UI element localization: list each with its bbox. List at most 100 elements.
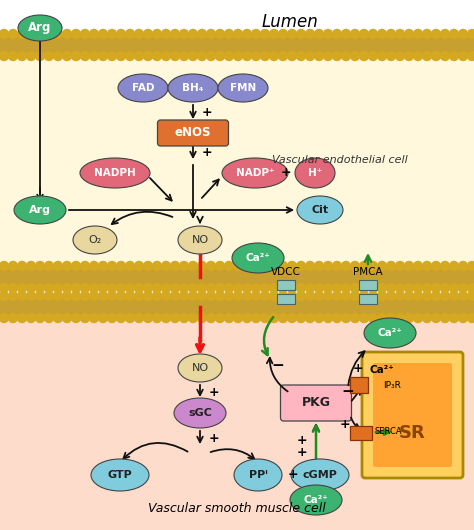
Circle shape [54,51,63,60]
Circle shape [395,30,404,39]
Circle shape [63,51,72,60]
Circle shape [162,261,171,270]
Text: eNOS: eNOS [175,127,211,139]
Circle shape [189,292,198,301]
Circle shape [36,51,45,60]
Circle shape [117,30,126,39]
Text: sGC: sGC [188,408,212,418]
Circle shape [171,261,180,270]
Circle shape [234,284,243,293]
Circle shape [431,314,440,322]
Bar [0,310,474,530]
Text: FMN: FMN [230,83,256,93]
Circle shape [306,314,315,322]
Circle shape [108,292,117,301]
Circle shape [323,292,332,301]
Circle shape [216,284,225,293]
Circle shape [368,261,377,270]
Circle shape [144,30,153,39]
Text: Vascular smooth muscle cell: Vascular smooth muscle cell [148,501,326,515]
Circle shape [90,292,99,301]
FancyBboxPatch shape [359,294,377,304]
Circle shape [90,51,99,60]
Circle shape [467,30,474,39]
Circle shape [243,284,252,293]
Circle shape [440,284,449,293]
Circle shape [81,284,90,293]
Circle shape [45,284,54,293]
Circle shape [198,30,207,39]
Circle shape [234,261,243,270]
Circle shape [108,51,117,60]
Circle shape [350,314,359,322]
Circle shape [467,261,474,270]
Circle shape [36,314,45,322]
Text: +: + [340,419,350,431]
Circle shape [315,30,323,39]
Circle shape [36,292,45,301]
Text: +: + [297,446,307,458]
Circle shape [306,261,315,270]
Ellipse shape [91,459,149,491]
Circle shape [126,261,135,270]
Circle shape [323,30,332,39]
Circle shape [99,284,108,293]
Circle shape [81,314,90,322]
Circle shape [117,284,126,293]
Circle shape [315,51,323,60]
Circle shape [81,51,90,60]
Circle shape [225,261,234,270]
Circle shape [225,30,234,39]
Ellipse shape [18,15,62,41]
Circle shape [189,261,198,270]
Circle shape [270,292,279,301]
Circle shape [440,314,449,322]
Circle shape [395,314,404,322]
Circle shape [180,314,189,322]
Text: Ca²⁺: Ca²⁺ [370,365,395,375]
Circle shape [368,51,377,60]
Circle shape [467,51,474,60]
Circle shape [332,284,341,293]
Circle shape [243,314,252,322]
Circle shape [288,284,297,293]
Circle shape [288,314,297,322]
Circle shape [359,314,368,322]
Circle shape [395,284,404,293]
Circle shape [440,51,449,60]
Circle shape [135,292,144,301]
Text: NO: NO [191,363,209,373]
Circle shape [252,284,261,293]
Circle shape [9,284,18,293]
Circle shape [207,261,216,270]
Text: Ca²⁺: Ca²⁺ [378,328,402,338]
Circle shape [180,30,189,39]
Circle shape [297,51,306,60]
Circle shape [45,51,54,60]
Ellipse shape [295,158,335,188]
Circle shape [306,292,315,301]
Bar [0,266,474,288]
Circle shape [243,292,252,301]
Text: PKG: PKG [301,396,330,410]
Circle shape [261,284,270,293]
Circle shape [9,292,18,301]
Circle shape [189,284,198,293]
Circle shape [225,314,234,322]
Text: +: + [288,469,298,481]
Circle shape [422,51,431,60]
Circle shape [413,30,422,39]
Circle shape [279,51,288,60]
Circle shape [0,314,9,322]
Circle shape [234,30,243,39]
Bar [0,55,474,270]
Circle shape [288,51,297,60]
Circle shape [404,30,413,39]
Circle shape [323,314,332,322]
Circle shape [341,292,350,301]
FancyBboxPatch shape [359,280,377,290]
Circle shape [252,51,261,60]
Ellipse shape [174,398,226,428]
Circle shape [216,314,225,322]
Circle shape [323,261,332,270]
